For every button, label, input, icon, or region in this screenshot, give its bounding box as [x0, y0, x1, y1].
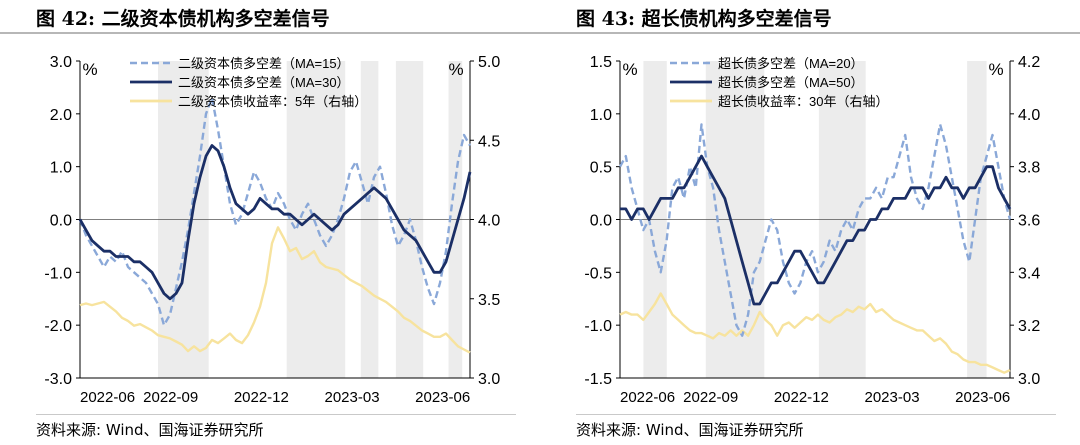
source-note: 资料来源: Wind、国海证券研究所 — [576, 414, 1056, 440]
x-tick-label: 2022-09 — [143, 389, 198, 406]
right-tick-label: 4.2 — [1018, 54, 1040, 71]
right-tick-label: 4.5 — [478, 133, 500, 150]
right-tick-label: 5.0 — [478, 54, 500, 71]
legend-label: 超长债多空差（MA=20） — [718, 56, 864, 71]
x-tick-label: 2022-12 — [774, 389, 829, 406]
x-tick-label: 2023-06 — [415, 389, 470, 406]
source-note: 资料来源: Wind、国海证券研究所 — [36, 414, 516, 440]
right-unit-label: % — [448, 60, 463, 79]
x-tick-label: 2023-03 — [324, 389, 379, 406]
right-unit-label: % — [988, 60, 1003, 79]
x-tick-label: 2022-12 — [234, 389, 289, 406]
left-tick-label: 1.0 — [50, 160, 72, 177]
left-tick-label: 0.0 — [590, 213, 612, 230]
right-tick-label: 3.0 — [1018, 371, 1040, 388]
right-tick-label: 3.8 — [1018, 160, 1040, 177]
legend-label: 超长债多空差（MA=50） — [718, 75, 864, 90]
left-tick-label: 0.0 — [50, 213, 72, 230]
right-tick-label: 3.4 — [1018, 265, 1040, 282]
right-tick-label: 4.0 — [478, 213, 500, 230]
left-tick-label: 3.0 — [50, 54, 72, 71]
figure-title-bar: 图 42: 二级资本债机构多空差信号 — [0, 0, 540, 34]
x-tick-label: 2022-09 — [683, 389, 738, 406]
left-tick-label: -1.0 — [584, 318, 612, 335]
series-line — [618, 123, 1012, 337]
left-tick-label: -2.0 — [44, 318, 72, 335]
chart-figure-42: 3.0 2.0 1.0 0.0 -1.0 -2.0 -3.0 5.0 4.5 4.0 3.5 3.0%… — [44, 54, 500, 406]
series-line — [78, 144, 472, 301]
right-tick-label: 3.6 — [1018, 213, 1040, 230]
figure-title: 图 42: 二级资本债机构多空差信号 — [36, 8, 330, 30]
right-tick-label: 4.0 — [1018, 107, 1040, 124]
right-tick-label: 3.0 — [478, 371, 500, 388]
legend-label: 二级资本债多空差（MA=15） — [178, 56, 350, 71]
left-tick-label: 0.5 — [590, 160, 612, 177]
right-tick-label: 3.2 — [1018, 318, 1040, 335]
figure-43-panel: 图 43: 超长债机构多空差信号 1.5 1.0 0.5 0.0 -0.5 -1.0 -1.… — [540, 0, 1080, 445]
legend-label: 二级资本债收益率：5年（右轴） — [178, 94, 367, 109]
x-tick-label: 2023-06 — [955, 389, 1010, 406]
left-tick-label: -3.0 — [44, 371, 72, 388]
left-tick-label: 1.5 — [590, 54, 612, 71]
figure-title-bar: 图 43: 超长债机构多空差信号 — [540, 0, 1080, 34]
left-tick-label: 1.0 — [590, 107, 612, 124]
x-tick-label: 2022-06 — [80, 389, 135, 406]
right-tick-label: 3.5 — [478, 292, 500, 309]
left-tick-label: -1.0 — [44, 265, 72, 282]
left-tick-label: -0.5 — [584, 265, 612, 282]
left-unit-label: % — [622, 60, 637, 79]
left-tick-label: -1.5 — [584, 371, 612, 388]
figure-title: 图 43: 超长债机构多空差信号 — [576, 8, 832, 30]
chart-figure-43: 1.5 1.0 0.5 0.0 -0.5 -1.0 -1.5 4.2 4.0 3.8 3.6 3.4 3… — [584, 54, 1040, 406]
legend-label: 超长债收益率：30年（右轴） — [718, 94, 888, 109]
x-tick-label: 2022-06 — [620, 389, 675, 406]
series-line — [619, 292, 1011, 374]
series-line — [79, 226, 471, 354]
figure-42-panel: 图 42: 二级资本债机构多空差信号 3.0 2.0 1.0 0.0 -1.0 -2.0 -… — [0, 0, 540, 440]
legend-label: 二级资本债多空差（MA=30） — [178, 75, 350, 90]
series-line — [620, 154, 1012, 306]
x-tick-label: 2023-03 — [864, 389, 919, 406]
left-unit-label: % — [82, 60, 97, 79]
left-tick-label: 2.0 — [50, 107, 72, 124]
